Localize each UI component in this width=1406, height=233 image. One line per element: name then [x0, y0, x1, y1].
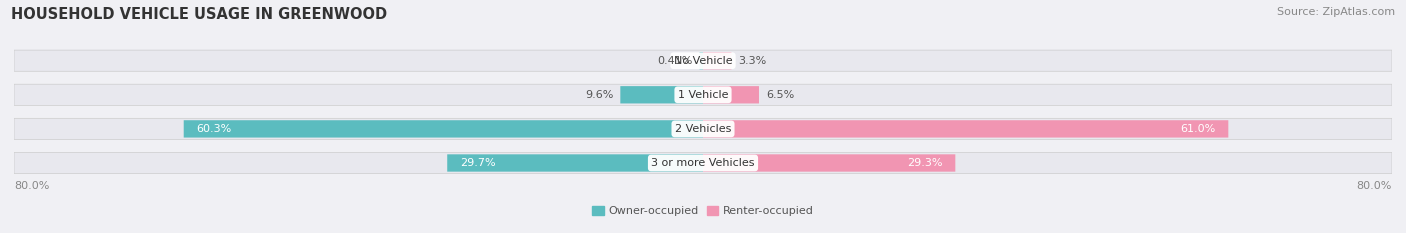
- Text: 9.6%: 9.6%: [585, 90, 613, 100]
- FancyBboxPatch shape: [14, 84, 1392, 105]
- FancyBboxPatch shape: [703, 120, 1229, 137]
- Text: 1 Vehicle: 1 Vehicle: [678, 90, 728, 100]
- Text: 60.3%: 60.3%: [197, 124, 232, 134]
- FancyBboxPatch shape: [14, 50, 1392, 71]
- Text: 29.3%: 29.3%: [907, 158, 942, 168]
- Text: Source: ZipAtlas.com: Source: ZipAtlas.com: [1277, 7, 1395, 17]
- FancyBboxPatch shape: [14, 152, 1392, 174]
- Text: 3 or more Vehicles: 3 or more Vehicles: [651, 158, 755, 168]
- FancyBboxPatch shape: [184, 120, 703, 137]
- Text: 3.3%: 3.3%: [738, 56, 766, 66]
- Text: 2 Vehicles: 2 Vehicles: [675, 124, 731, 134]
- Text: No Vehicle: No Vehicle: [673, 56, 733, 66]
- Text: HOUSEHOLD VEHICLE USAGE IN GREENWOOD: HOUSEHOLD VEHICLE USAGE IN GREENWOOD: [11, 7, 388, 22]
- FancyBboxPatch shape: [703, 154, 955, 172]
- Text: 80.0%: 80.0%: [1357, 181, 1392, 191]
- FancyBboxPatch shape: [14, 118, 1392, 140]
- FancyBboxPatch shape: [620, 86, 703, 103]
- Text: 6.5%: 6.5%: [766, 90, 794, 100]
- Text: 80.0%: 80.0%: [14, 181, 49, 191]
- Text: 29.7%: 29.7%: [460, 158, 496, 168]
- FancyBboxPatch shape: [447, 154, 703, 172]
- FancyBboxPatch shape: [699, 52, 703, 69]
- Text: 0.41%: 0.41%: [657, 56, 693, 66]
- Legend: Owner-occupied, Renter-occupied: Owner-occupied, Renter-occupied: [588, 202, 818, 221]
- Text: 61.0%: 61.0%: [1180, 124, 1215, 134]
- FancyBboxPatch shape: [703, 86, 759, 103]
- FancyBboxPatch shape: [703, 52, 731, 69]
